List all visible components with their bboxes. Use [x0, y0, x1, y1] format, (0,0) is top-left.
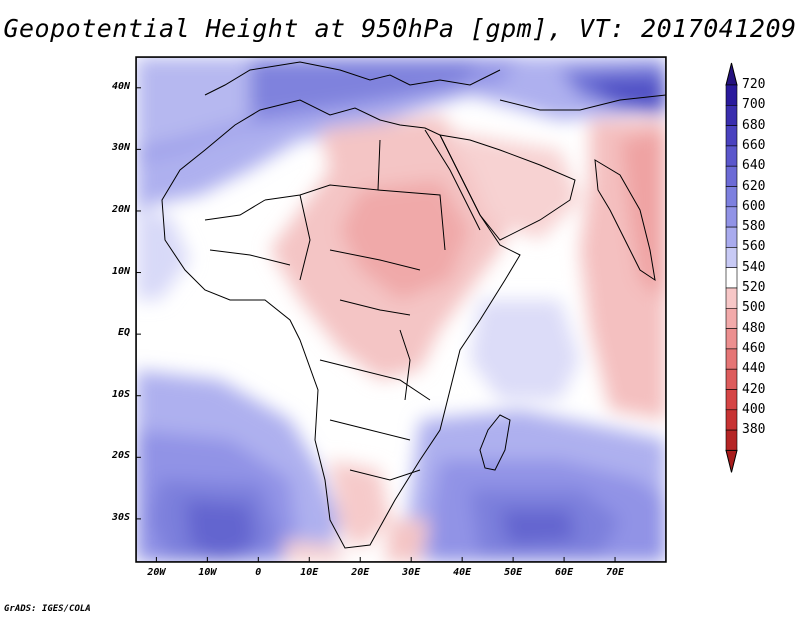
colorbar-segment — [725, 206, 738, 228]
colorbar-label: 520 — [742, 280, 766, 295]
lat-label: 20S — [111, 450, 130, 462]
colorbar-segment — [725, 409, 738, 431]
grads-credit: GrADS: IGES/COLA — [4, 604, 91, 614]
colorbar-segment — [725, 429, 738, 451]
colorbar-segment — [725, 186, 738, 208]
colorbar-segment — [725, 287, 738, 309]
colorbar-segment — [725, 247, 738, 268]
colorbar-segment — [725, 125, 738, 147]
colorbar-label: 460 — [742, 340, 766, 356]
colorbar-label: 420 — [742, 381, 766, 397]
colorbar-label: 440 — [742, 361, 766, 377]
lon-label: 30E — [402, 567, 421, 578]
colorbar-label: 400 — [742, 401, 766, 417]
lon-label: 0 — [255, 567, 262, 578]
colorbar-label: 580 — [742, 219, 766, 235]
colorbar-label: 540 — [742, 259, 766, 275]
lon-label: 40E — [453, 567, 472, 578]
colorbar-segment — [725, 328, 738, 350]
colorbar-top-triangle — [725, 62, 738, 86]
lon-label: 70E — [606, 567, 625, 578]
colorbar-segment — [725, 226, 738, 248]
lat-label: 10S — [111, 388, 130, 400]
lat-label: 20N — [111, 203, 130, 215]
colorbar-label: 660 — [742, 137, 766, 153]
height-field — [136, 57, 666, 562]
colorbar-segment — [725, 105, 738, 126]
lon-label: 60E — [555, 567, 574, 578]
lat-label: 40N — [111, 80, 130, 92]
colorbar — [725, 62, 738, 473]
lat-label: 30S — [111, 511, 130, 523]
lon-label: 20E — [351, 567, 370, 578]
lat-label: 30N — [111, 142, 130, 154]
colorbar-segment — [725, 348, 738, 370]
colorbar-label: 480 — [742, 320, 766, 336]
lon-label: 50E — [504, 567, 523, 578]
lon-label: 20W — [147, 567, 166, 578]
map-title: Geopotential Height at 950hPa [gpm], VT:… — [3, 14, 797, 43]
colorbar-label: 700 — [742, 97, 766, 113]
colorbar-bottom-triangle — [725, 449, 738, 473]
colorbar-segment — [725, 84, 738, 106]
colorbar-segment — [725, 389, 738, 411]
colorbar-segment — [725, 165, 738, 187]
colorbar-label: 560 — [742, 239, 766, 255]
colorbar-label: 600 — [742, 198, 766, 214]
lat-label: EQ — [117, 327, 130, 339]
lon-label: 10W — [198, 567, 217, 578]
colorbar-label: 680 — [742, 117, 766, 133]
colorbar-segment — [725, 307, 738, 329]
colorbar-label: 720 — [742, 77, 766, 92]
lat-label: 10N — [111, 265, 130, 277]
colorbar-segment — [725, 368, 738, 390]
colorbar-label: 380 — [742, 422, 766, 438]
colorbar-label: 620 — [742, 178, 766, 194]
colorbar-segment — [725, 145, 738, 167]
coastlines — [161, 61, 666, 549]
lon-label: 10E — [300, 567, 319, 578]
colorbar-label: 500 — [742, 300, 766, 316]
colorbar-label: 640 — [742, 158, 766, 174]
colorbar-segment — [725, 267, 738, 289]
